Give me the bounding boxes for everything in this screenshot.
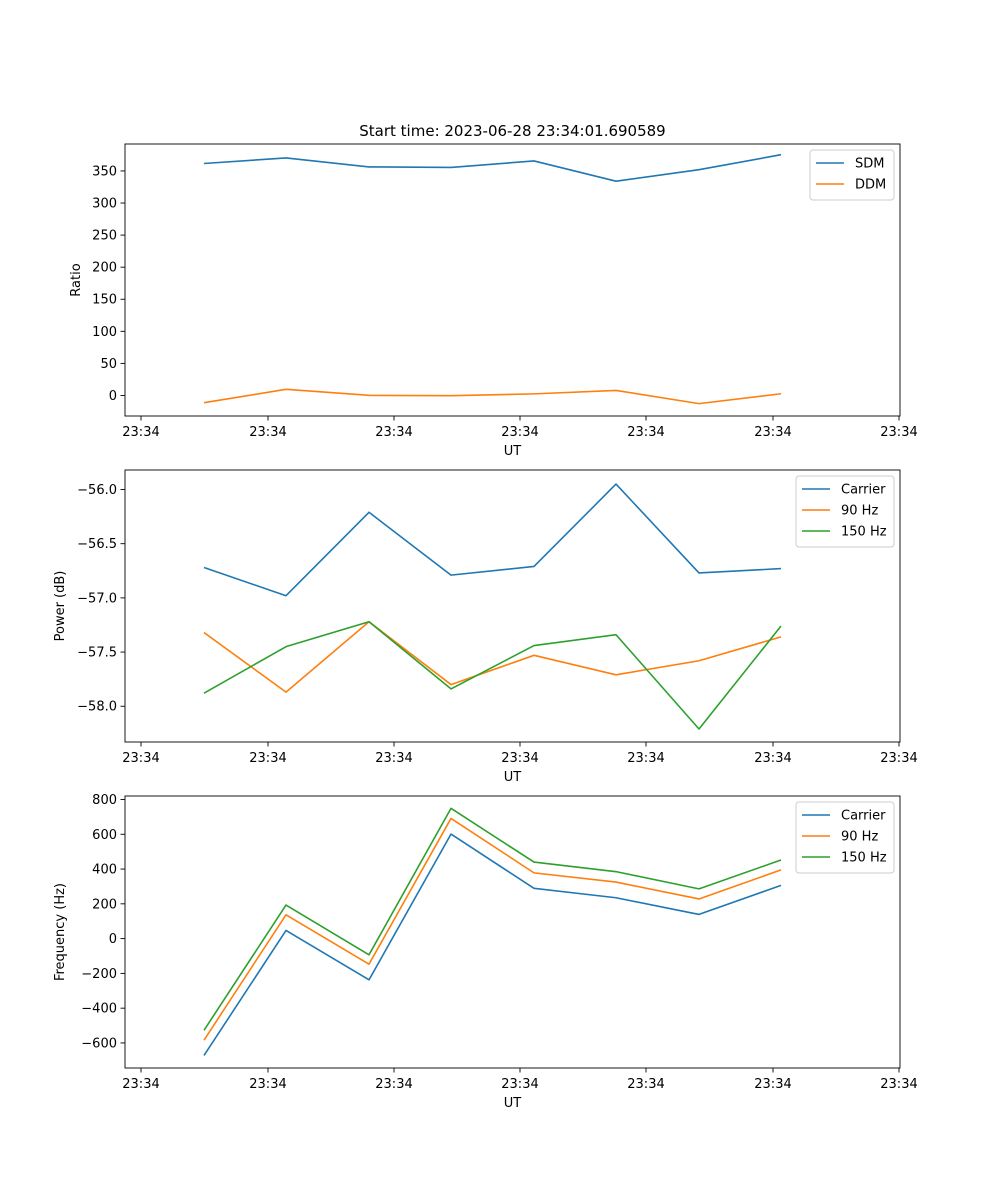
y-tick-label: 0 bbox=[109, 932, 117, 947]
y-tick-label: 200 bbox=[92, 897, 117, 912]
series-line-sdm bbox=[203, 153, 782, 183]
x-tick-label: 23:34 bbox=[375, 425, 412, 440]
x-tick-label: 23:34 bbox=[754, 1077, 791, 1092]
legend-label: Carrier bbox=[841, 483, 886, 498]
ratio-axes-frame bbox=[124, 143, 901, 417]
x-tick-label: 23:34 bbox=[501, 425, 538, 440]
power-y-axis-label: Power (dB) bbox=[53, 571, 68, 642]
x-tick-label: 23:34 bbox=[501, 1077, 538, 1092]
frequency-legend: Carrier 90 Hz 150 Hz bbox=[795, 801, 895, 874]
legend-label: 150 Hz bbox=[841, 525, 887, 540]
series-line-150-hz bbox=[203, 807, 782, 1031]
series-line-150-hz bbox=[203, 620, 782, 730]
figure-title: Start time: 2023-06-28 23:34:01.690589 bbox=[359, 122, 665, 140]
x-tick-label: 23:34 bbox=[880, 425, 917, 440]
legend-box bbox=[795, 801, 895, 874]
x-tick-label: 23:34 bbox=[880, 751, 917, 766]
ratio-x-axis-label: UT bbox=[504, 444, 522, 459]
y-tick-label: 50 bbox=[100, 357, 117, 372]
y-tick-label: −56.0 bbox=[77, 483, 117, 498]
power-x-axis-label: UT bbox=[504, 770, 522, 785]
frequency-y-axis-label: Frequency (Hz) bbox=[53, 883, 68, 981]
series-line-ddm bbox=[203, 388, 782, 405]
y-tick-label: 250 bbox=[92, 229, 117, 244]
legend-label: DDM bbox=[855, 178, 886, 193]
y-tick-label: 400 bbox=[92, 863, 117, 878]
legend-label: 90 Hz bbox=[841, 504, 878, 519]
x-tick-label: 23:34 bbox=[880, 1077, 917, 1092]
x-tick-label: 23:34 bbox=[375, 751, 412, 766]
x-tick-label: 23:34 bbox=[122, 751, 159, 766]
x-tick-label: 23:34 bbox=[754, 425, 791, 440]
y-tick-label: 800 bbox=[92, 793, 117, 808]
x-tick-label: 23:34 bbox=[249, 425, 286, 440]
y-tick-label: −57.5 bbox=[77, 646, 117, 661]
frequency-axes-frame bbox=[124, 795, 901, 1069]
y-tick-label: −57.0 bbox=[77, 591, 117, 606]
x-tick-label: 23:34 bbox=[627, 1077, 664, 1092]
y-tick-label: 100 bbox=[92, 325, 117, 340]
y-tick-label: 200 bbox=[92, 261, 117, 276]
x-tick-label: 23:34 bbox=[627, 751, 664, 766]
power-axes-frame bbox=[124, 469, 901, 743]
series-line-90-hz bbox=[203, 817, 782, 1041]
y-tick-label: 150 bbox=[92, 293, 117, 308]
legend-label: 150 Hz bbox=[841, 851, 887, 866]
legend-label: SDM bbox=[855, 157, 884, 172]
power-panel: 23:34 23:34 23:34 23:34 23:34 23:34 23:34 UT −58… bbox=[53, 469, 918, 785]
y-tick-label: −600 bbox=[81, 1036, 117, 1051]
frequency-panel: 23:34 23:34 23:34 23:34 23:34 23:34 23:34 UT −60… bbox=[53, 793, 918, 1111]
x-tick-label: 23:34 bbox=[501, 751, 538, 766]
series-line-90-hz bbox=[203, 620, 782, 693]
power-legend: Carrier 90 Hz 150 Hz bbox=[795, 475, 895, 548]
x-tick-label: 23:34 bbox=[122, 1077, 159, 1092]
y-tick-label: 0 bbox=[109, 389, 117, 404]
ratio-y-axis-label: Ratio bbox=[69, 263, 84, 296]
y-tick-label: 600 bbox=[92, 828, 117, 843]
frequency-x-axis-label: UT bbox=[504, 1096, 522, 1111]
x-tick-label: 23:34 bbox=[122, 425, 159, 440]
legend-box bbox=[795, 475, 895, 548]
ratio-panel: 23:34 23:34 23:34 23:34 23:34 23:34 23:34 UT 0 50… bbox=[69, 143, 918, 459]
x-tick-label: 23:34 bbox=[627, 425, 664, 440]
legend-label: 90 Hz bbox=[841, 830, 878, 845]
ratio-legend: SDM DDM bbox=[809, 149, 895, 201]
x-tick-label: 23:34 bbox=[249, 751, 286, 766]
series-line-carrier bbox=[203, 483, 782, 597]
x-tick-label: 23:34 bbox=[375, 1077, 412, 1092]
series-line-carrier bbox=[203, 833, 782, 1056]
y-tick-label: −400 bbox=[81, 1002, 117, 1017]
x-tick-label: 23:34 bbox=[754, 751, 791, 766]
y-tick-label: −200 bbox=[81, 967, 117, 982]
y-tick-label: −58.0 bbox=[77, 700, 117, 715]
y-tick-label: 300 bbox=[92, 197, 117, 212]
y-tick-label: −56.5 bbox=[77, 537, 117, 552]
legend-label: Carrier bbox=[841, 809, 886, 824]
y-tick-label: 350 bbox=[92, 164, 117, 179]
x-tick-label: 23:34 bbox=[249, 1077, 286, 1092]
